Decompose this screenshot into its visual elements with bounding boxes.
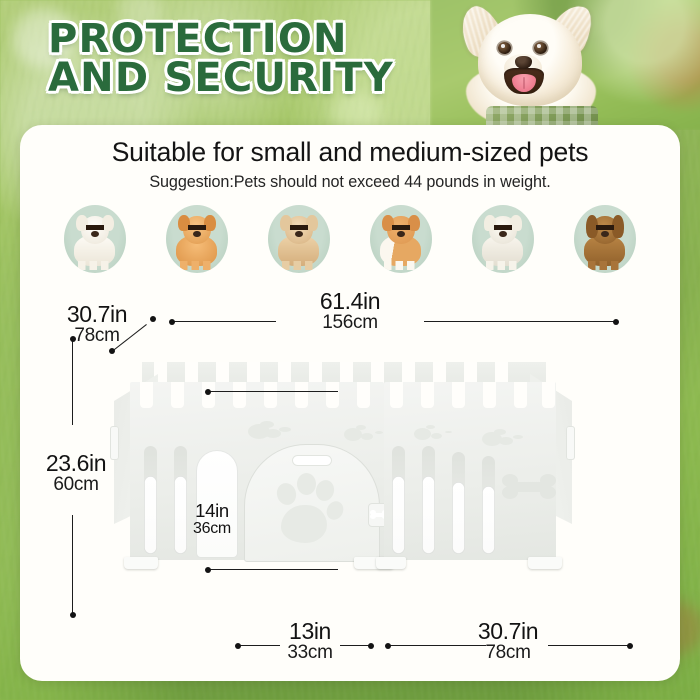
gate-handle-slot[interactable]	[292, 455, 332, 466]
dim-panel-small-line-right	[340, 645, 370, 647]
dim-width-dot-left	[169, 318, 175, 325]
dim-gate-line-top	[208, 391, 338, 393]
pen-front-right-crenellation	[384, 382, 556, 408]
dim-height-line-top	[72, 339, 74, 425]
paw-print-emboss	[274, 471, 347, 547]
cloud-emboss-3	[414, 428, 431, 440]
dim-width-inches: 61.4in	[319, 288, 381, 314]
breed-circle-corgi	[370, 205, 432, 273]
dim-gate-inches: 14in	[195, 500, 229, 521]
dim-width-cm: 156cm	[322, 312, 378, 333]
dim-width-text: 61.4in 156cm	[270, 288, 430, 334]
breed-circle-row	[64, 203, 636, 275]
dim-width-line-right	[424, 321, 616, 323]
playpen-diagram: 61.4in 156cm 30.7in 78cm 23.6in 60cm	[20, 125, 680, 681]
dim-panel-small-cm: 33cm	[287, 642, 333, 663]
paw-pad	[281, 505, 327, 543]
bokeh-light-2	[116, 0, 162, 34]
pen-tall-opening	[196, 450, 238, 558]
dim-panel-small-line-left	[238, 645, 280, 647]
dog-eye-left	[498, 42, 511, 54]
breed-circle-maltese	[64, 205, 126, 273]
pen-front-panel-left	[124, 382, 394, 569]
pen-gate-door	[244, 444, 390, 562]
dim-panel-large-dot-left	[385, 642, 391, 649]
hero-title-line1: PROTECTION	[48, 16, 348, 62]
dim-panel-small-dot-right	[368, 642, 374, 649]
dim-gate-text: 14in 36cm	[170, 500, 254, 538]
hero-dog-photo	[430, 0, 700, 130]
dim-depth-text: 30.7in 78cm	[32, 301, 162, 347]
paw-toe-4	[323, 498, 347, 523]
dim-panel-large-text: 30.7in 78cm	[456, 618, 560, 664]
cloud-emboss-4	[482, 432, 502, 446]
paw-toe-3	[313, 478, 337, 503]
pen-foot-1	[124, 557, 158, 569]
dim-panel-large-dot-right	[627, 642, 633, 649]
dog-eye-right	[534, 42, 547, 54]
pen-slot-2	[174, 476, 187, 554]
dog-tongue	[512, 74, 536, 92]
dim-panel-large-line-left	[388, 645, 486, 647]
pen-slot-4	[422, 476, 435, 554]
cloud-emboss-1	[248, 424, 270, 439]
dim-height-cm: 60cm	[53, 474, 99, 495]
pen-slot-1	[144, 476, 157, 554]
breed-circle-chihuahua	[268, 205, 330, 273]
dim-width-line-left	[172, 321, 276, 323]
dim-panel-large-inches: 30.7in	[477, 618, 539, 644]
dim-width-dot-right	[613, 318, 619, 325]
dim-depth-dot-upper	[150, 316, 156, 322]
dim-height-dot-top	[69, 336, 76, 342]
breed-circle-dachshund	[574, 205, 636, 273]
card-suggestion: Suggestion:Pets should not exceed 44 pou…	[149, 173, 551, 191]
hero-title-line2: AND SECURITY	[48, 54, 394, 101]
playpen-artwork	[108, 360, 578, 625]
chihuahua-illustration	[452, 0, 614, 130]
dim-panel-small-inches: 13in	[289, 618, 331, 644]
dim-depth-cm: 78cm	[74, 325, 120, 346]
hero-title: PROTECTION AND SECURITY	[48, 19, 468, 101]
dim-panel-small-text: 13in 33cm	[260, 618, 360, 664]
dim-depth-dot-lower	[109, 348, 115, 354]
pen-foot-3	[376, 557, 406, 569]
cloud-emboss-2	[344, 428, 362, 441]
dim-panel-large-line-right	[548, 645, 630, 647]
dim-height-line-bottom	[72, 515, 74, 615]
dim-panel-small-dot-left	[235, 642, 241, 649]
pen-foot-4	[528, 557, 562, 569]
breed-circle-pomeranian	[166, 205, 228, 273]
pen-slot-6	[482, 486, 495, 554]
dim-height-inches: 23.6in	[45, 450, 107, 476]
dog-nose	[515, 56, 532, 69]
paw-toe-1	[274, 480, 299, 508]
info-card: Suitable for small and medium-sized pets…	[20, 125, 680, 681]
pen-right-hinge	[566, 426, 575, 460]
breed-circle-french-bulldog	[472, 205, 534, 273]
dim-gate-dot-top	[205, 388, 211, 395]
dim-panel-large-cm: 78cm	[485, 642, 531, 663]
bokeh-light-1	[12, 8, 76, 68]
dim-gate-cm: 36cm	[193, 520, 231, 537]
pen-slot-5	[452, 482, 465, 554]
pen-front-panel-right	[376, 382, 562, 569]
bone-emboss	[502, 474, 556, 500]
paw-toe-2	[297, 473, 316, 495]
dim-height-text: 23.6in 60cm	[20, 450, 132, 496]
pen-front-left-crenellation	[130, 382, 384, 408]
dim-gate-dot-bottom	[205, 566, 211, 573]
card-heading: Suitable for small and medium-sized pets	[111, 137, 589, 167]
dim-depth-inches: 30.7in	[66, 301, 128, 327]
dim-height-dot-bottom	[69, 612, 76, 618]
pen-slot-3	[392, 476, 405, 554]
pen-back-crenellation	[142, 362, 546, 388]
dim-gate-line-bottom	[208, 569, 338, 571]
pen-left-hinge	[110, 426, 119, 460]
